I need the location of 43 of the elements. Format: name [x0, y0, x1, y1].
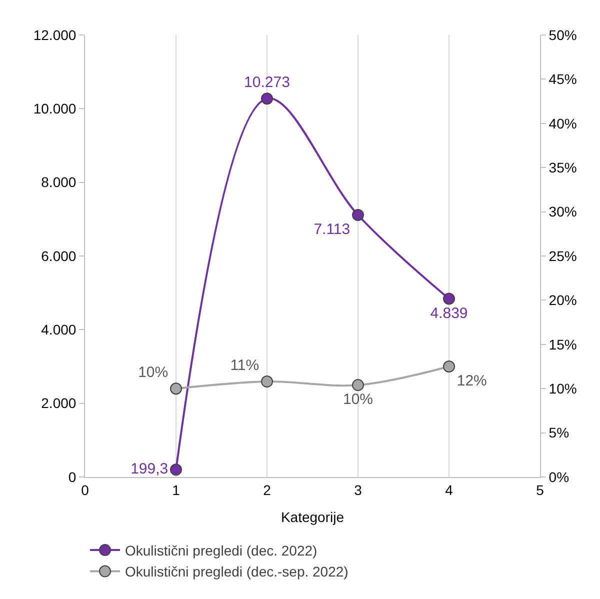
point [261, 92, 273, 105]
y2-tick-label: 10% [548, 380, 577, 396]
y2-tick-label: 40% [548, 115, 577, 132]
data-label: 10% [342, 391, 374, 408]
data-label: 10% [138, 364, 168, 381]
data-label: 199,3 [130, 460, 168, 478]
y2-tick-label: 0% [548, 468, 570, 485]
point [443, 360, 455, 372]
y2-tick-label: 15% [548, 336, 577, 352]
data-label: 7.113 [314, 221, 350, 238]
data-label: 4.839 [430, 304, 468, 322]
y2-tick-label: 45% [548, 71, 577, 88]
data-label: 11% [230, 356, 260, 374]
y-tick-label: 4.000 [41, 322, 76, 338]
y2-tick-label: 50% [548, 26, 577, 43]
y-tick-label: 10.000 [33, 100, 76, 117]
x-tick-label: 3 [354, 482, 362, 498]
point [170, 382, 182, 395]
point [443, 292, 455, 305]
y-tick-label: 0 [68, 468, 76, 485]
y-tick-label: 6.000 [41, 248, 76, 264]
y2-tick-label: 35% [548, 160, 577, 176]
x-tick-label: 2 [263, 482, 272, 498]
point [352, 209, 364, 221]
x-axis-title: Kategorije [280, 509, 344, 526]
data-label: 12% [456, 372, 487, 390]
y-tick-label: 2.000 [41, 395, 76, 412]
y-tick-label: 12.000 [33, 26, 76, 43]
y2-tick-label: 5% [548, 424, 570, 441]
x-tick-label: 4 [445, 482, 454, 498]
y2-tick-label: 30% [548, 204, 577, 220]
legend-label: Okulistični pregledi (dec. 2022) [125, 542, 318, 559]
data-label: 10.273 [244, 74, 290, 91]
point [170, 464, 182, 476]
y2-tick-label: 20% [548, 292, 577, 308]
point [352, 379, 364, 392]
legend-label: Okulistični pregledi (dec.-sep. 2022) [125, 564, 348, 580]
y-tick-label: 8.000 [41, 174, 76, 190]
point [261, 376, 273, 388]
x-tick-label: 1 [172, 482, 180, 498]
y2-tick-label: 25% [548, 248, 577, 264]
x-tick-label: 0 [81, 482, 90, 498]
x-tick-label: 5 [536, 482, 544, 498]
